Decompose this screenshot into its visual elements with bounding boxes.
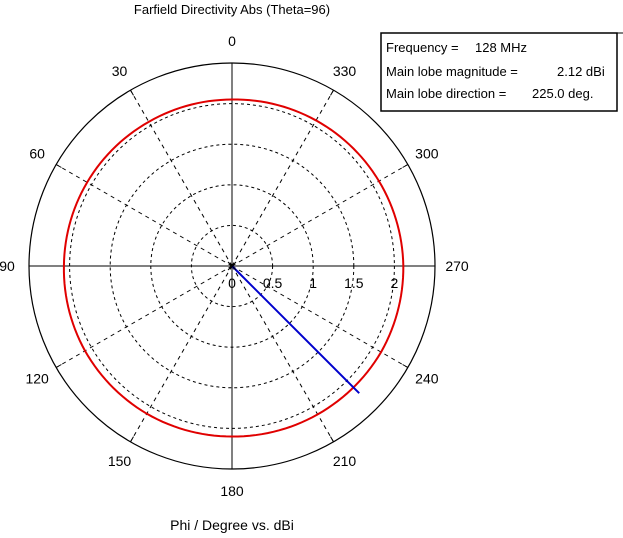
info-box: Frequency = 128 MHz Main lobe magnitude …	[380, 32, 623, 112]
angular-tick-label: 60	[29, 146, 45, 162]
radial-tick-label: 0.5	[263, 275, 283, 291]
x-axis-label: Phi / Degree vs. dBi	[170, 517, 294, 533]
grid-spoke	[130, 265, 233, 443]
angular-tick-label: 240	[415, 371, 439, 387]
info-direction-label: Main lobe direction =	[386, 86, 506, 101]
angular-tick-label: 0	[228, 33, 236, 49]
angular-tick-label: 30	[112, 63, 128, 79]
info-magnitude-value: 2.12 dBi	[557, 64, 605, 79]
radial-tick-label: 0	[228, 275, 236, 291]
radial-tick-labels: 0 0.5 1 1.5 2	[228, 275, 398, 291]
angular-tick-label: 330	[333, 63, 357, 79]
grid-outer-tick	[130, 89, 134, 96]
grid-outer-tick	[330, 436, 334, 443]
grid-outer-tick	[55, 364, 62, 368]
chart-title: Farfield Directivity Abs (Theta=96)	[134, 2, 330, 17]
grid-spoke	[130, 89, 233, 267]
grid-spoke	[231, 265, 334, 443]
series-layer	[62, 98, 405, 438]
angular-tick-label: 270	[445, 258, 469, 274]
grid-spoke	[55, 265, 233, 368]
radial-tick-label: 1	[309, 275, 317, 291]
radial-tick-label: 2	[391, 275, 399, 291]
angular-tick-label: 300	[415, 146, 439, 162]
grid-outer-tick	[130, 436, 134, 443]
angular-tick-label: 120	[25, 371, 49, 387]
grid-outer-tick	[402, 164, 409, 168]
grid-spoke	[231, 164, 409, 267]
grid-spoke	[231, 89, 334, 267]
center-marker	[227, 261, 237, 271]
grid-spoke	[231, 265, 409, 368]
series-line	[62, 98, 405, 438]
angular-tick-label: 150	[108, 453, 132, 469]
grid-spoke	[55, 164, 233, 267]
info-frequency-label: Frequency =	[386, 40, 459, 55]
info-box-frame	[380, 32, 618, 112]
info-frequency-value: 128 MHz	[475, 40, 527, 55]
radial-tick-label: 1.5	[344, 275, 364, 291]
info-magnitude-label: Main lobe magnitude =	[386, 64, 518, 79]
grid-outer-tick	[402, 364, 409, 368]
grid-outer-tick	[55, 164, 62, 168]
angular-tick-label: 210	[333, 453, 357, 469]
angular-tick-label: 90	[0, 258, 15, 274]
main-lobe-line	[231, 265, 360, 394]
grid-outer-tick	[330, 89, 334, 96]
info-direction-value: 225.0 deg.	[532, 86, 593, 101]
angular-tick-label: 180	[220, 483, 244, 499]
